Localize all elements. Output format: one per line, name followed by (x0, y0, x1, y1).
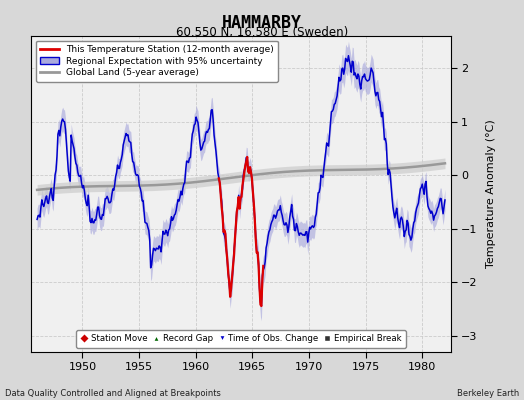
Text: 60.550 N, 16.580 E (Sweden): 60.550 N, 16.580 E (Sweden) (176, 26, 348, 39)
Text: Berkeley Earth: Berkeley Earth (456, 389, 519, 398)
Text: HAMMARBY: HAMMARBY (222, 14, 302, 32)
Y-axis label: Temperature Anomaly (°C): Temperature Anomaly (°C) (486, 120, 496, 268)
Text: Data Quality Controlled and Aligned at Breakpoints: Data Quality Controlled and Aligned at B… (5, 389, 221, 398)
Legend: Station Move, Record Gap, Time of Obs. Change, Empirical Break: Station Move, Record Gap, Time of Obs. C… (76, 330, 406, 348)
